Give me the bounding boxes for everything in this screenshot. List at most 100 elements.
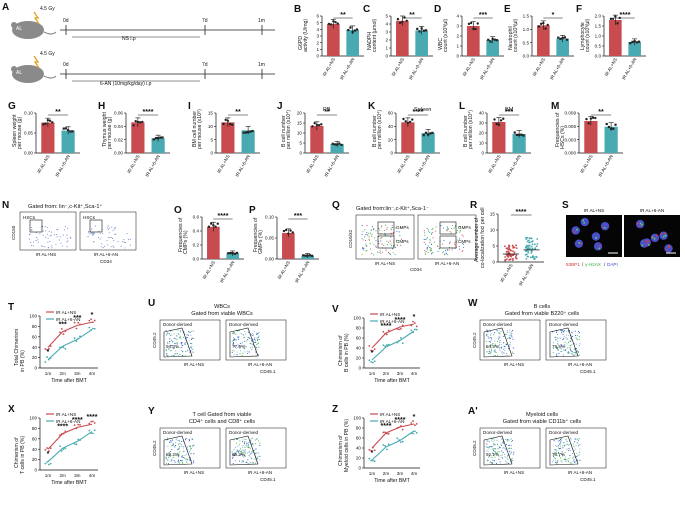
data-point xyxy=(134,119,137,123)
bar xyxy=(512,134,526,153)
data-point xyxy=(414,424,416,427)
flow-event xyxy=(504,448,506,450)
y-axis-label: count (x10³/μl) xyxy=(443,18,449,52)
flow-event xyxy=(579,443,581,445)
gate-percent: 92.1% xyxy=(486,452,499,457)
flow-event xyxy=(245,340,248,342)
flow-event xyxy=(366,232,368,234)
flow-event xyxy=(167,463,170,465)
x-tick-label: 3m xyxy=(397,371,404,376)
focus xyxy=(662,235,665,238)
data-point xyxy=(90,420,92,423)
flow-event xyxy=(510,333,512,335)
data-point xyxy=(515,254,518,257)
gate-polygon xyxy=(483,435,513,466)
data-point xyxy=(51,121,54,124)
flow-event xyxy=(575,348,577,350)
flow-event xyxy=(246,350,248,352)
flow-event xyxy=(560,442,562,444)
data-point xyxy=(531,247,534,250)
flow-event xyxy=(498,344,500,346)
flow-event xyxy=(168,332,170,334)
group-label: IR AL+NS xyxy=(36,252,56,257)
flow-event xyxy=(435,230,437,232)
flow-event xyxy=(569,462,571,464)
data-point xyxy=(429,132,432,135)
flow-event xyxy=(255,443,257,445)
flow-event xyxy=(232,336,234,339)
flow-event xyxy=(557,439,559,441)
flow-event xyxy=(170,334,172,336)
panel-label: T xyxy=(8,302,14,313)
data-point xyxy=(44,462,47,465)
y-tick-label: 0.0 xyxy=(595,54,602,59)
flow-event xyxy=(241,355,243,357)
flow-event xyxy=(368,238,370,240)
data-point xyxy=(386,333,388,336)
flow-event xyxy=(569,443,571,446)
data-point xyxy=(370,349,372,352)
gate-label: Donor-derived xyxy=(549,322,579,327)
flow-event xyxy=(252,346,254,348)
data-point xyxy=(90,432,92,435)
focus xyxy=(668,246,671,249)
nucleus xyxy=(664,244,673,253)
flow-event xyxy=(566,443,568,445)
data-point xyxy=(304,254,307,257)
data-point xyxy=(412,320,414,323)
x-tick-label: 1m xyxy=(369,471,376,476)
data-point xyxy=(370,449,372,452)
data-point xyxy=(60,346,63,349)
flow-plot-frame xyxy=(159,427,221,469)
flow-event xyxy=(499,333,501,335)
flow-event xyxy=(498,450,500,453)
data-point xyxy=(242,131,245,134)
data-point xyxy=(73,321,76,324)
y-tick-label: 100 xyxy=(353,316,361,321)
flow-title: Myeloid cells xyxy=(526,412,558,418)
flow-event xyxy=(569,347,571,349)
flow-event xyxy=(557,453,559,455)
flow-event xyxy=(556,336,558,338)
flow-event xyxy=(181,456,183,458)
flow-event xyxy=(173,347,175,349)
x-tick-label: 4m xyxy=(411,371,418,376)
flow-event xyxy=(181,347,183,349)
flow-event xyxy=(129,238,131,240)
significance-label: ** xyxy=(235,109,241,116)
flow-event xyxy=(508,338,510,340)
gate-polygon xyxy=(229,435,259,466)
flow-event xyxy=(243,451,245,453)
focus xyxy=(603,226,606,229)
flow-event xyxy=(487,460,489,462)
flow-event xyxy=(171,439,174,441)
flow-event xyxy=(512,347,514,349)
bar xyxy=(226,253,239,259)
flow-event xyxy=(239,460,241,462)
flow-event xyxy=(178,448,180,450)
flow-event xyxy=(578,354,580,356)
flow-event xyxy=(570,351,572,353)
flow-event xyxy=(170,460,172,462)
gate-percent: 94.3% xyxy=(166,344,179,349)
flow-event xyxy=(496,346,498,348)
flow-event xyxy=(489,462,491,464)
flow-event xyxy=(56,236,58,238)
y-axis-label: content (μmol) xyxy=(372,18,378,52)
data-point xyxy=(386,448,388,451)
flow-event xyxy=(564,341,566,343)
flow-event xyxy=(563,442,565,444)
flow-event xyxy=(500,438,502,440)
flow-event xyxy=(558,352,560,354)
flow-event xyxy=(177,461,179,463)
flow-event xyxy=(378,227,380,229)
flow-event xyxy=(561,333,564,335)
flow-event xyxy=(554,449,556,451)
flow-event xyxy=(552,342,554,344)
flow-event xyxy=(492,440,494,442)
flow-event xyxy=(192,351,194,353)
data-point xyxy=(510,249,512,252)
